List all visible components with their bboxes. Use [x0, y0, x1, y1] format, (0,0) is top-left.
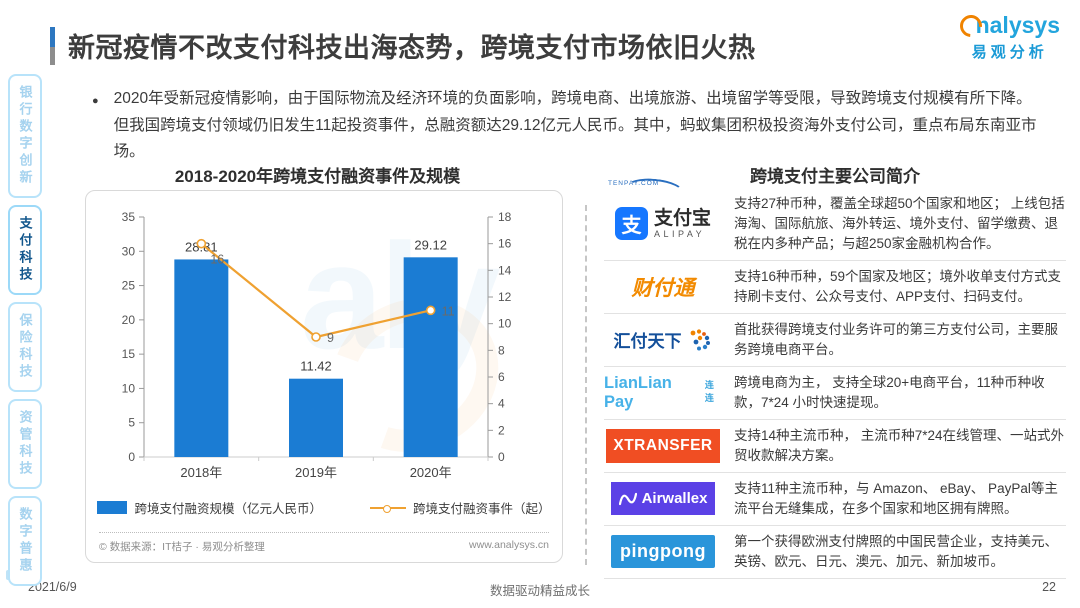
company-description: 跨境电商为主， 支持全球20+电商平台，11种币种收款，7*24 小时快速提现。	[734, 374, 1045, 410]
svg-text:0: 0	[128, 450, 135, 464]
brand-name-en: nalysys	[975, 12, 1060, 38]
svg-text:30: 30	[122, 244, 136, 258]
alipay-name-cn: 支付宝	[653, 207, 711, 229]
company-row-lianlian: LianLian Pay 连连 跨境电商为主， 支持全球20+电商平台，11种币…	[604, 367, 1066, 420]
xtransfer-name: XTRANSFER	[606, 428, 720, 463]
airwallex-logo: Airwallex	[604, 482, 722, 516]
company-description: 支持11种主流币种，与 Amazon、 eBay、 PayPal等主流平台无缝集…	[734, 480, 1058, 516]
sidebar-item-payment-tech[interactable]: 支付科技	[8, 205, 42, 295]
bar-series-swatch	[97, 501, 128, 514]
combo-chart: 0510152025303502468101214161828.812018年1…	[122, 210, 512, 480]
lianlian-name-en: LianLian Pay	[604, 373, 672, 411]
svg-text:2020年: 2020年	[410, 465, 452, 480]
company-row-xtransfer: XTRANSFER 支持14种主流币种， 主流币种7*24在线管理、一站式外贸收…	[604, 420, 1066, 473]
page-title: 新冠疫情不改支付科技出海态势，跨境支付市场依旧火热	[68, 33, 756, 63]
svg-text:25: 25	[122, 279, 136, 293]
sidebar-item-asset-tech[interactable]: 资管科技	[8, 399, 42, 489]
vertical-dashed-divider	[585, 205, 587, 565]
bar-series-label: 跨境支付融资规模（亿元人民币）	[134, 502, 322, 516]
tenpay-sub-text: TENPAY.COM	[608, 180, 660, 187]
chart-panel: 0510152025303502468101214161828.812018年1…	[85, 190, 563, 563]
footer-page-number: 22	[1042, 580, 1056, 594]
data-source-text: © 数据来源：IT桔子 · 易观分析整理	[99, 541, 265, 553]
svg-text:20: 20	[122, 313, 136, 327]
line-series-swatch	[370, 504, 406, 513]
chart-source-row: © 数据来源：IT桔子 · 易观分析整理 www.analysys.cn	[99, 532, 549, 554]
tenpay-name: 财付通	[631, 276, 695, 300]
svg-text:11.42: 11.42	[300, 359, 332, 374]
chart-title: 2018-2020年跨境支付融资事件及规模	[174, 167, 461, 186]
svg-text:10: 10	[498, 317, 512, 331]
intro-paragraph: ● 2020年受新冠疫情影响，由于国际物流及经济环境的负面影响，跨境电商、出境旅…	[92, 86, 1044, 166]
alipay-logo: 支 支付宝 ALIPAY	[604, 207, 722, 241]
svg-text:4: 4	[498, 397, 505, 411]
svg-text:16: 16	[498, 237, 512, 251]
xtransfer-logo: XTRANSFER	[604, 428, 722, 463]
lianlian-name-cn: 连连	[704, 379, 714, 403]
svg-text:18: 18	[498, 210, 512, 224]
svg-text:0: 0	[498, 450, 505, 464]
huifu-pinwheel-icon	[690, 329, 710, 351]
company-row-airwallex: Airwallex 支持11种主流币种，与 Amazon、 eBay、 PayP…	[604, 473, 1066, 526]
lianlian-logo: LianLian Pay 连连	[604, 374, 722, 412]
svg-text:16: 16	[210, 253, 224, 267]
svg-text:9: 9	[327, 331, 334, 345]
svg-text:11: 11	[442, 304, 455, 318]
svg-text:8: 8	[498, 343, 505, 357]
legend-item-line: 跨境支付融资事件（起）	[370, 498, 551, 517]
svg-text:12: 12	[498, 290, 512, 304]
tenpay-logo: 财付通 TENPAY.COM	[604, 176, 722, 302]
brand-name-cn: 易观分析	[971, 44, 1048, 61]
svg-text:5: 5	[128, 416, 135, 430]
company-description: 第一个获得欧洲支付牌照的中国民营企业，支持美元、英镑、欧元、日元、澳元、加元、新…	[734, 533, 1058, 569]
company-row-pingpong: pingpong 第一个获得欧洲支付牌照的中国民营企业，支持美元、英镑、欧元、日…	[604, 526, 1066, 579]
line-marker-icon	[383, 504, 391, 513]
intro-text: 2020年受新冠疫情影响，由于国际物流及经济环境的负面影响，跨境电商、出境旅游、…	[113, 90, 1037, 161]
company-row-tenpay: 财付通 TENPAY.COM 支持16种币种，59个国家及地区；境外收单支付方式…	[604, 176, 1066, 314]
company-description: 支持16种币种，59个国家及地区；境外收单支付方式支持刷卡支付、公众号支付、AP…	[734, 268, 1062, 304]
footer-date: 2021/6/9	[28, 580, 77, 594]
company-description: 支持27种币种，覆盖全球超50个国家和地区； 上线包括海淘、国际航旅、海外转运、…	[734, 196, 1065, 251]
company-description: 支持14种主流币种， 主流币种7*24在线管理、一站式外贸收款解决方案。	[734, 427, 1065, 463]
svg-text:15: 15	[122, 347, 136, 361]
sidebar-item-digital-inclusion[interactable]: 数字普惠	[8, 496, 42, 586]
svg-text:2: 2	[498, 423, 505, 437]
svg-text:2019年: 2019年	[295, 465, 337, 480]
sidebar: 银行数字创新 支付科技 保险科技 资管科技 数字普惠	[8, 74, 42, 586]
alipay-name-en: ALIPAY	[653, 229, 706, 240]
alipay-icon: 支	[614, 207, 648, 241]
svg-text:35: 35	[122, 210, 136, 224]
svg-text:10: 10	[122, 381, 136, 395]
svg-text:14: 14	[498, 263, 512, 277]
svg-text:6: 6	[498, 370, 505, 384]
title-accent-bar	[50, 26, 55, 65]
pingpong-logo: pingpong	[604, 535, 722, 569]
airwallex-name: Airwallex	[641, 490, 708, 508]
company-row-huifu: 汇付天下 首批获得跨境支付业务许可的第三方支付公司，主要服务跨境电商平台。	[604, 314, 1066, 367]
footer-slogan: 数据驱动精益成长	[489, 584, 590, 598]
airwallex-wave-icon	[618, 492, 637, 505]
huifu-logo: 汇付天下	[604, 327, 722, 352]
company-panel-title: 跨境支付主要公司简介	[750, 167, 920, 186]
pingpong-name: pingpong	[611, 535, 715, 569]
company-list: 支 支付宝 ALIPAY 支持27种币种，覆盖全球超50个国家和地区； 上线包括…	[604, 176, 1066, 579]
svg-text:29.12: 29.12	[414, 237, 447, 252]
sidebar-item-insurance-tech[interactable]: 保险科技	[8, 302, 42, 392]
brand-logo: nalysys 易观分析	[955, 10, 1060, 62]
sidebar-item-bank-digital[interactable]: 银行数字创新	[8, 74, 42, 198]
company-row-alipay: 支 支付宝 ALIPAY 支持27种币种，覆盖全球超50个国家和地区； 上线包括…	[604, 188, 1066, 261]
svg-text:2018年: 2018年	[180, 465, 222, 480]
chart-legend: 跨境支付融资规模（亿元人民币） 跨境支付融资事件（起）	[86, 498, 562, 517]
company-description: 首批获得跨境支付业务许可的第三方支付公司，主要服务跨境电商平台。	[734, 321, 1058, 357]
legend-item-bar: 跨境支付融资规模（亿元人民币）	[97, 498, 322, 517]
line-series-label: 跨境支付融资事件（起）	[413, 502, 551, 516]
source-url[interactable]: www.analysys.cn	[469, 539, 549, 551]
header: 新冠疫情不改支付科技出海态势，跨境支付市场依旧火热	[50, 26, 756, 65]
bullet-icon: ●	[92, 95, 99, 107]
huifu-name: 汇付天下	[613, 332, 682, 352]
